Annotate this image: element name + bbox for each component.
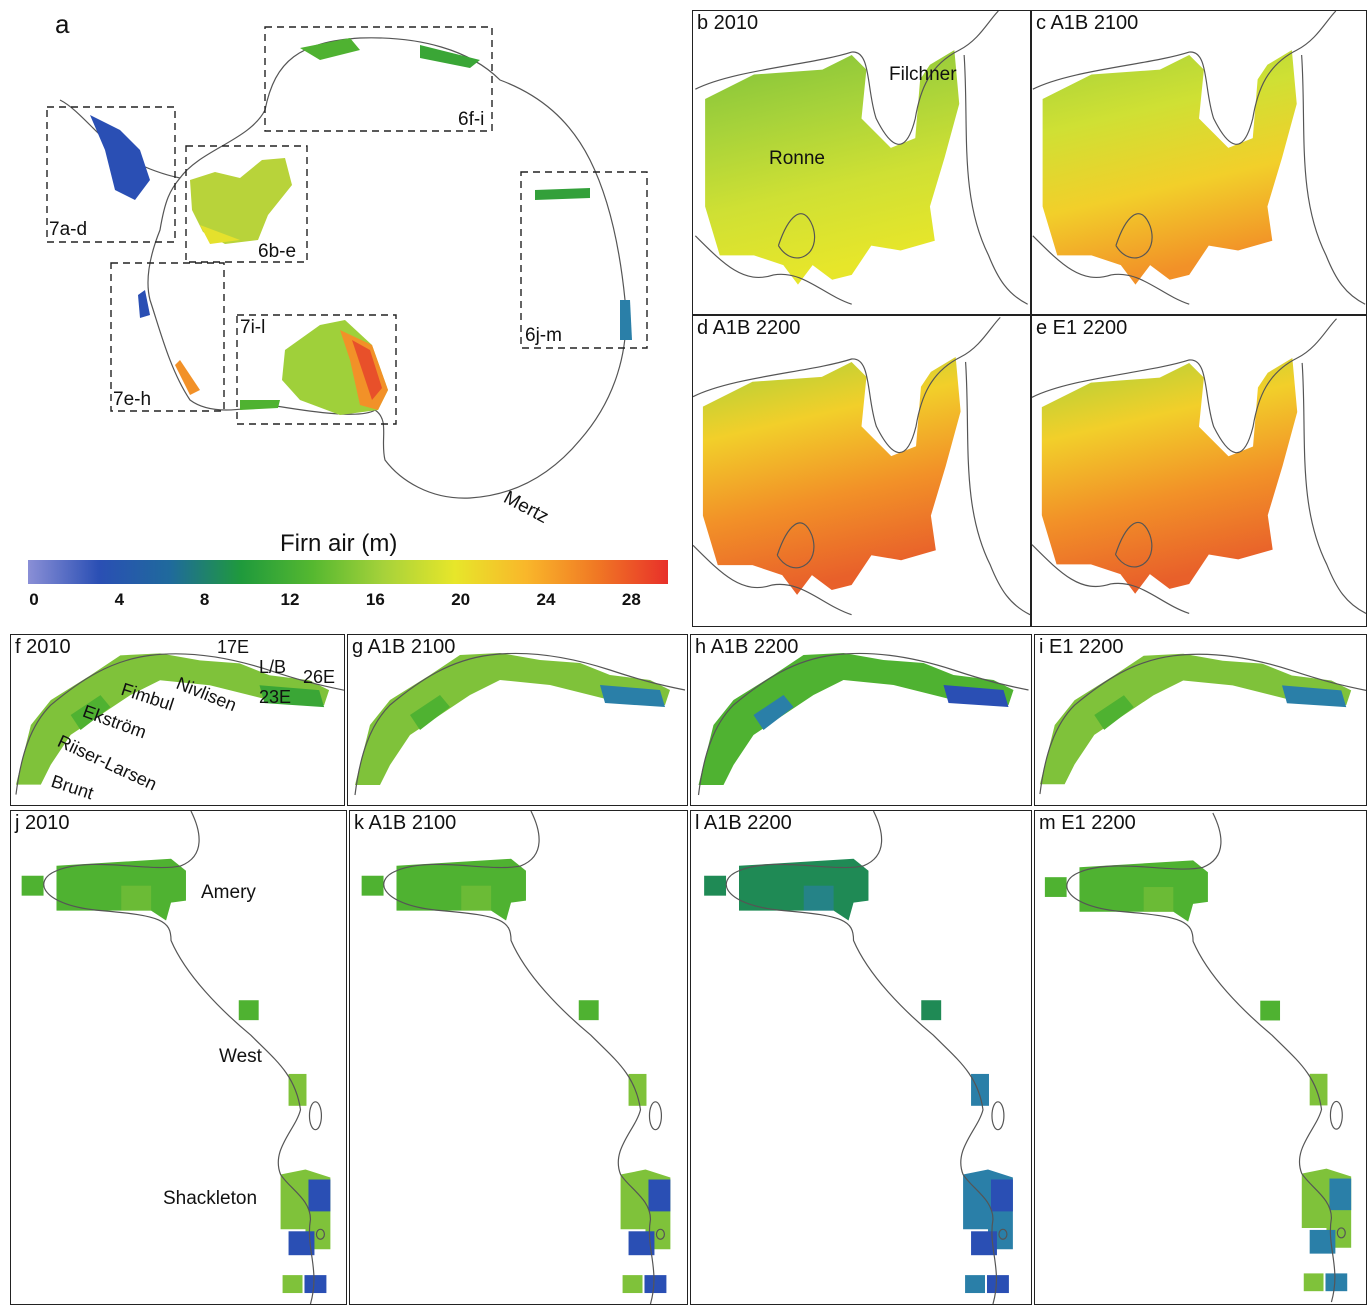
ronne-filchner-map (694, 11, 1028, 305)
overview-map: a 7a-d 6b-e 6f-i 7e-h 7i-l 6j-m Mertz Fi… (0, 0, 690, 620)
colorbar-tick: 0 (29, 590, 39, 609)
box-label-7i-l: 7i-l (240, 317, 266, 338)
colorbar-tick: 28 (621, 590, 641, 609)
ronne-filchner-map (693, 316, 1030, 616)
dml-panel-label: i E1 2200 (1039, 636, 1124, 658)
ronne-filchner-map (1032, 318, 1366, 615)
east-panel: l A1B 2200 (690, 810, 1032, 1305)
east-panel-label: k A1B 2100 (354, 812, 457, 834)
dml-map (354, 652, 686, 796)
firn-air-field (702, 357, 961, 595)
box-label-7e-h: 7e-h (113, 389, 152, 410)
east-antarctica-map (1044, 812, 1352, 1303)
weddell-panel: d A1B 2200 (692, 315, 1031, 627)
firn-air-field (1079, 860, 1208, 922)
box-label-6b-e: 6b-e (258, 241, 297, 262)
east-panel-label: l A1B 2200 (695, 812, 792, 834)
dml-panel: g A1B 2100 (347, 634, 688, 806)
east-panel-label: j 2010 (15, 812, 70, 834)
east-panel: k A1B 2100 (349, 810, 688, 1305)
ronne-filchner-overview (190, 158, 292, 244)
weddell-panel-label: e E1 2200 (1036, 317, 1128, 339)
peninsula-overview (90, 115, 150, 200)
shelf-label-26e: 26E (303, 667, 336, 687)
dml-panel-label: g A1B 2100 (352, 636, 456, 658)
east-panel: m E1 2200 (1034, 810, 1367, 1305)
dml-panel: i E1 2200 (1034, 634, 1367, 806)
firn-air-field (355, 653, 670, 785)
firn-air-field (1042, 50, 1297, 285)
east-panel: j 2010 Amery West Shackleton (10, 810, 347, 1305)
colorbar-tick: 20 (451, 590, 471, 609)
shelf-label-west: West (219, 1046, 262, 1067)
east-antarctica-map (361, 811, 671, 1304)
firn-air-field (705, 50, 960, 285)
firn-air-field (698, 653, 1014, 785)
weddell-panel: b 2010 Ronne Filchner (692, 10, 1031, 315)
colorbar (28, 560, 668, 584)
ronne-filchner-map (1032, 11, 1366, 305)
firn-air-field (738, 858, 869, 921)
weddell-panel: c A1B 2100 (1031, 10, 1367, 315)
firn-air-field (15, 653, 330, 785)
colorbar-ticks: 0 4 8 12 16 20 24 28 (28, 590, 668, 612)
shelf-label-lb: L/B (259, 657, 287, 677)
shelf-label-ronne: Ronne (769, 148, 825, 169)
weddell-panel-label: b 2010 (697, 12, 759, 34)
colorbar-tick: 24 (536, 590, 556, 609)
east-antarctica-map (21, 811, 331, 1304)
colorbar-tick: 8 (199, 590, 210, 609)
shelf-label-23e: 23E (259, 687, 292, 707)
box-label-6j-m: 6j-m (525, 325, 562, 346)
weddell-panel: e E1 2200 (1031, 315, 1367, 627)
dml-panel: f 2010 Brunt Riiser-Larsen Ekström Fimbul Niv… (10, 634, 345, 806)
dml-map (1039, 653, 1366, 795)
shelf-label-shackleton: Shackleton (163, 1188, 258, 1209)
weddell-panel-label: c A1B 2100 (1036, 12, 1139, 34)
firn-air-field (1039, 653, 1352, 785)
east-antarctica-map (704, 811, 1013, 1304)
box-label-6f-i: 6f-i (458, 109, 485, 130)
shelf-label-filchner: Filchner (889, 64, 957, 85)
antarctica-outline (46, 26, 648, 499)
shelf-label-17e: 17E (217, 637, 250, 657)
colorbar-title: Firn air (m) (280, 530, 398, 557)
overview-panel-label: a (55, 9, 70, 39)
dml-panel-label: h A1B 2200 (695, 636, 799, 658)
weddell-panel-label: d A1B 2200 (697, 317, 801, 339)
dml-map (15, 653, 344, 795)
firn-air-field (1041, 358, 1298, 594)
colorbar-tick: 4 (114, 590, 125, 609)
box-label-7a-d: 7a-d (49, 219, 88, 240)
colorbar-tick: 12 (280, 590, 300, 609)
colorbar-tick: 16 (365, 590, 385, 609)
shelf-label-amery: Amery (201, 882, 256, 903)
dml-panel: h A1B 2200 (690, 634, 1032, 806)
dml-panel-label: f 2010 (15, 636, 71, 658)
dml-map (697, 652, 1029, 796)
east-panel-label: m E1 2200 (1039, 812, 1136, 834)
